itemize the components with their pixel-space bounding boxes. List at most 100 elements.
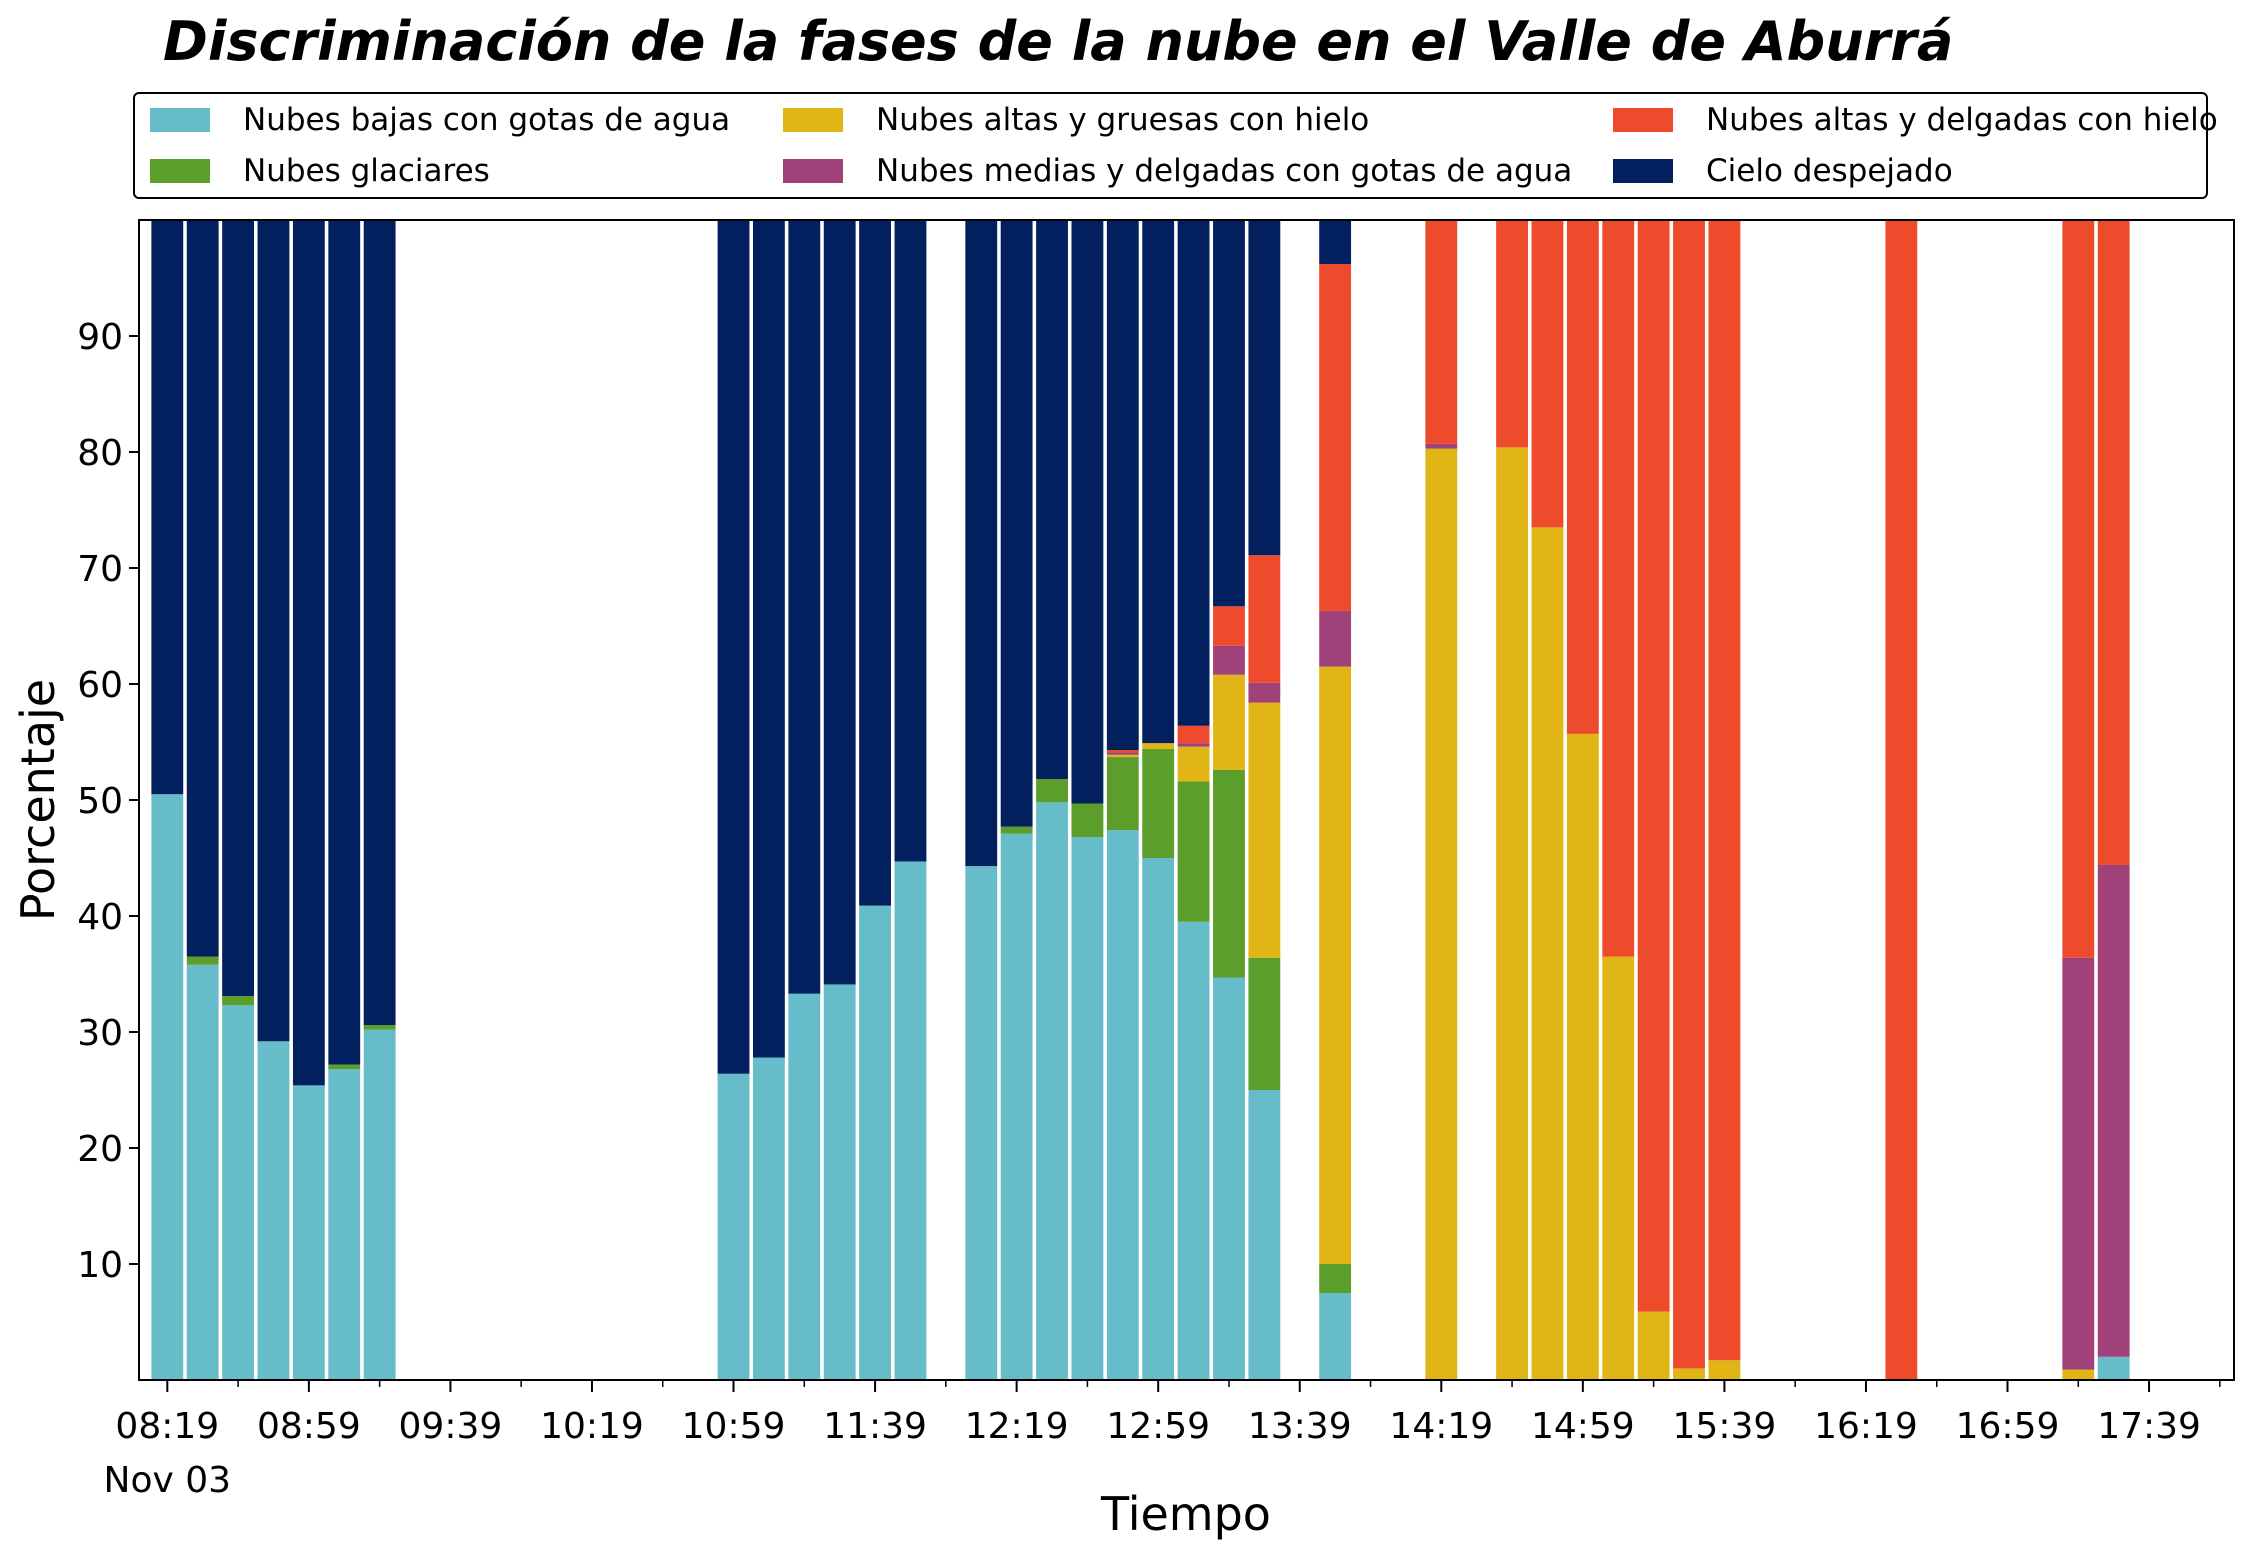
bar-segment [1177, 781, 1210, 922]
bar-segment [363, 1025, 396, 1030]
legend-swatch-despejado [1613, 159, 1673, 183]
bar-segment [752, 1057, 785, 1380]
bar-segment [292, 220, 325, 1086]
bar-segment [328, 220, 361, 1065]
y-tick-label: 30 [77, 1013, 123, 1054]
legend-label-medias-delgadas: Nubes medias y delgadas con gotas de agu… [876, 153, 1573, 189]
legend-swatch-glaciares [150, 159, 210, 183]
bar-segment [1213, 977, 1245, 1380]
bar-segment [1319, 264, 1352, 611]
bar-segment [1106, 754, 1139, 758]
x-tick-label: 09:39 [399, 1406, 503, 1447]
x-tick-label: 13:39 [1248, 1406, 1352, 1447]
bar-segment [1177, 725, 1210, 744]
x-tick-label: 08:59 [257, 1406, 361, 1447]
bar-segment [1425, 220, 1458, 444]
bar-segment [1106, 750, 1139, 753]
bar-segment [1248, 957, 1281, 1090]
bar-segment [1213, 645, 1245, 675]
bar-segment [1071, 837, 1104, 1380]
bar-segment [1036, 779, 1068, 803]
bar-segment [823, 220, 856, 985]
bar-segment [717, 220, 750, 1074]
bar-segment [1248, 682, 1281, 703]
bar-segment [257, 220, 290, 1042]
bar-segment [1602, 220, 1635, 957]
legend-swatch-altas-delgadas [1613, 108, 1673, 132]
bar-segment [1425, 448, 1458, 1380]
bar-segment [1000, 220, 1033, 827]
bar-segment [1248, 1090, 1281, 1380]
legend-item-despejado: Cielo despejado [1613, 148, 1953, 194]
bar-segment [1708, 220, 1741, 1361]
y-tick-label: 60 [77, 665, 123, 706]
legend-item-glaciares: Nubes glaciares [150, 148, 490, 194]
x-tick-label: 17:39 [2097, 1406, 2201, 1447]
bar-segment [151, 220, 184, 795]
bar-segment [1319, 666, 1352, 1264]
legend-swatch-altas-gruesas [783, 108, 843, 132]
bar-segment [965, 220, 998, 867]
x-tick-label: 16:19 [1814, 1406, 1918, 1447]
bar-segment [2062, 1369, 2095, 1380]
x-tick-label: 12:59 [1106, 1406, 1210, 1447]
bar-segment [2062, 220, 2095, 958]
x-tick-label: 10:59 [682, 1406, 786, 1447]
bar-segment [1673, 220, 1705, 1369]
legend-item-altas-delgadas: Nubes altas y delgadas con hielo [1613, 97, 2218, 143]
bar-segment [894, 861, 927, 1380]
bar-segment [1673, 1368, 1705, 1380]
bar-segment [1177, 743, 1210, 747]
bar-segment [1248, 702, 1281, 958]
bar-segment [2097, 864, 2130, 1357]
bar-segment [1319, 220, 1352, 265]
bar-segment [1213, 220, 1245, 607]
x-tick-label: 10:19 [540, 1406, 644, 1447]
bar-segment [1496, 447, 1528, 1380]
bar-segment [222, 1005, 255, 1380]
x-tick-sublabel: Nov 03 [104, 1460, 232, 1501]
bar-segment [2097, 1356, 2130, 1380]
bar-segment [186, 956, 219, 965]
bar-segment [1566, 220, 1599, 734]
bar-segment [1496, 220, 1528, 448]
bar-segment [2062, 957, 2095, 1370]
legend-item-medias-delgadas: Nubes medias y delgadas con gotas de agu… [783, 148, 1572, 194]
y-tick-label: 80 [77, 433, 123, 474]
bar-segment [1637, 1311, 1670, 1380]
bar-segment [1000, 833, 1033, 1380]
x-tick-label: 12:19 [965, 1406, 1069, 1447]
chart-title: Discriminación de la fases de la nube en… [163, 10, 1954, 73]
y-tick-label: 10 [77, 1245, 123, 1286]
x-tick-label: 11:39 [823, 1406, 927, 1447]
x-tick-label: 08:19 [115, 1406, 219, 1447]
legend-label-despejado: Cielo despejado [1706, 153, 1953, 189]
bar-segment [1531, 220, 1564, 528]
bar-segment [1000, 826, 1033, 834]
legend-swatch-medias-delgadas [783, 159, 843, 183]
y-tick-label: 20 [77, 1129, 123, 1170]
bar-segment [2097, 220, 2130, 865]
bars-layer [151, 220, 2130, 1380]
bar-segment [1071, 803, 1104, 838]
bar-segment [186, 964, 219, 1380]
bar-segment [1248, 220, 1281, 556]
bar-segment [859, 220, 892, 906]
x-axis-label: Tiempo [1100, 1487, 1271, 1541]
bar-segment [752, 220, 785, 1058]
y-axis: 10 20 30 40 50 60 70 80 90 [77, 317, 139, 1286]
legend-item-altas-gruesas: Nubes altas y gruesas con hielo [783, 97, 1369, 143]
bar-segment [1036, 220, 1068, 780]
bar-segment [1319, 1293, 1352, 1380]
bar-segment [328, 1069, 361, 1380]
y-tick-label: 50 [77, 781, 123, 822]
bar-segment [859, 905, 892, 1380]
bar-segment [1531, 527, 1564, 1380]
bar-segment [894, 220, 927, 862]
y-tick-label: 90 [77, 317, 123, 358]
bar-segment [1602, 956, 1635, 1380]
x-tick-label: 14:19 [1389, 1406, 1493, 1447]
bar-segment [1142, 220, 1175, 744]
bar-segment [1142, 858, 1175, 1380]
bar-segment [1319, 1264, 1352, 1293]
